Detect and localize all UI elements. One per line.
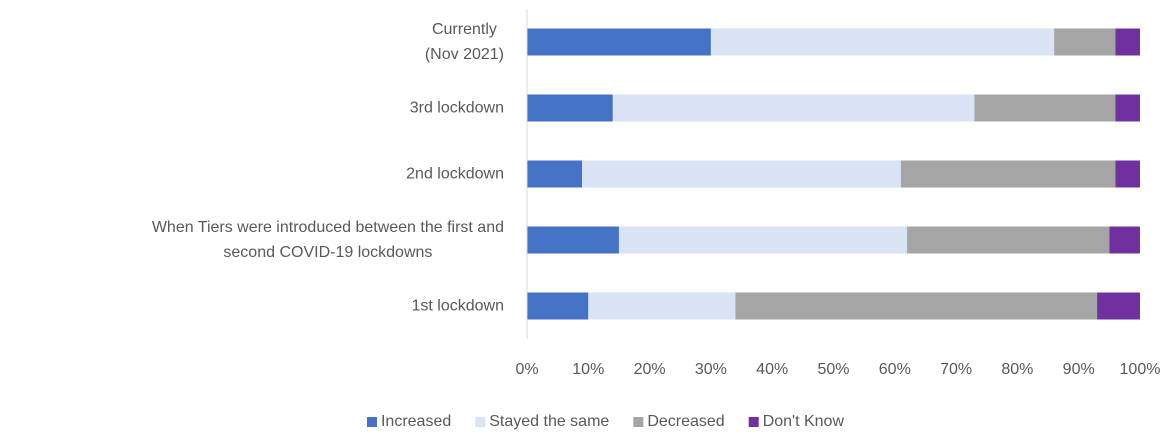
bar-segment — [735, 292, 1098, 320]
bar-segment — [974, 94, 1116, 122]
legend-label: Don't Know — [763, 413, 845, 430]
bar-segment — [1115, 28, 1140, 56]
legend-label: Stayed the same — [489, 413, 609, 430]
bar-segment — [527, 226, 619, 254]
y-tick-label: When Tiers were introduced between the f… — [151, 219, 504, 261]
x-tick-label: 90% — [1063, 361, 1095, 378]
legend-swatch — [366, 417, 377, 427]
bar-segment — [527, 28, 711, 56]
x-tick-label: 10% — [572, 361, 604, 378]
bar-segment — [1054, 28, 1116, 56]
bar-segment — [1109, 226, 1140, 254]
x-tick-label: 60% — [879, 361, 911, 378]
bar-segment — [900, 160, 1116, 188]
bar-segment — [588, 292, 736, 320]
bar-segment — [1115, 160, 1140, 188]
y-tick-label: 1st lockdown — [411, 297, 505, 315]
bar-segment — [527, 94, 613, 122]
bar-segment — [527, 160, 583, 188]
x-tick-label: 50% — [817, 361, 849, 378]
legend-swatch — [475, 417, 486, 427]
x-tick-label: 100% — [1120, 361, 1161, 378]
x-tick-label: 30% — [695, 361, 727, 378]
bar-segment — [1097, 292, 1140, 320]
x-tick-label: 80% — [1001, 361, 1033, 378]
y-tick-label: 2nd lockdown — [406, 165, 504, 183]
bar-segment — [527, 292, 589, 320]
x-tick-label: 0% — [515, 361, 538, 378]
y-tick-label: Currently (Nov 2021) — [424, 21, 504, 63]
bar-segment — [907, 226, 1110, 254]
bar-segment — [582, 160, 901, 188]
legend-swatch — [748, 417, 759, 427]
y-tick-label: 3rd lockdown — [409, 99, 504, 117]
x-tick-label: 40% — [756, 361, 788, 378]
legend-label: Decreased — [647, 413, 724, 430]
x-tick-label: 70% — [940, 361, 972, 378]
legend-label: Increased — [381, 413, 451, 430]
x-tick-label: 20% — [634, 361, 666, 378]
legend-swatch — [633, 417, 644, 427]
bar-segment — [710, 28, 1055, 56]
bar-segment — [612, 94, 975, 122]
bar-segment — [1115, 94, 1140, 122]
bar-segment — [618, 226, 908, 254]
